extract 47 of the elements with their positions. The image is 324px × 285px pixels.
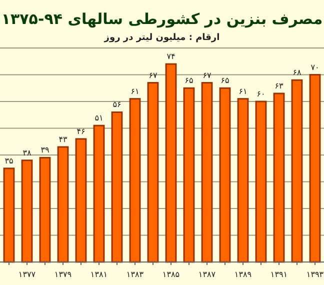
data-label: ۶۷ [148, 70, 158, 80]
bar [21, 160, 33, 263]
data-label: ۶۰ [256, 90, 266, 98]
bar [3, 168, 15, 263]
chart-subtitle: ارقام : میلیون لیتر در روز [103, 33, 220, 43]
x-tick-label: ۱۳۸۷ [198, 270, 216, 279]
x-tick-label: ۱۳۸۳ [126, 270, 144, 279]
x-tick-label: ۱۳۸۹ [234, 270, 252, 279]
bar [309, 74, 321, 263]
bar [93, 124, 105, 263]
data-label: ۵۱ [94, 114, 104, 123]
bar [39, 156, 51, 263]
data-label: ۶۳ [274, 81, 284, 90]
bar [111, 111, 123, 263]
data-label: ۶۵ [184, 76, 194, 86]
bar [201, 82, 213, 263]
x-tick-label: ۱۳۷۹ [54, 270, 72, 279]
bar [57, 146, 69, 263]
bar [129, 98, 141, 263]
data-label: ۵۶ [112, 100, 122, 110]
bar [219, 87, 231, 263]
data-label: ۷۴ [166, 52, 176, 62]
x-tick-label: ۱۳۹۱ [270, 270, 288, 279]
data-label: ۳۸ [22, 148, 32, 158]
x-tick-label: ۱۳۸۱ [90, 270, 108, 279]
data-label: ۶۵ [220, 76, 230, 86]
bar [291, 79, 303, 263]
x-tick-label: ۱۳۹۳ [306, 270, 324, 279]
bar [165, 63, 177, 263]
data-label: ۶۱ [238, 86, 248, 96]
bar [75, 138, 87, 263]
x-tick-label: ۱۳۷۷ [18, 270, 36, 279]
data-label: ۳۹ [40, 146, 50, 155]
data-label: ۶۱ [130, 86, 140, 96]
x-tick-label: ۱۳۸۵ [162, 270, 180, 279]
data-label: ۶۷ [202, 70, 212, 80]
data-label: ۴۳ [58, 134, 68, 144]
chart-title: مصرف بنزین در کشورطی سالهای ۹۴-۱۳۷۵ [1, 10, 323, 28]
data-label: ۳۵ [4, 156, 14, 166]
data-label: ۴۶ [76, 126, 86, 136]
bar [237, 98, 249, 263]
bar [183, 87, 195, 263]
bar [147, 82, 159, 263]
data-label: ۶۸ [292, 68, 302, 78]
data-label: ۷۰ [310, 62, 320, 72]
bar [273, 92, 285, 263]
bar [255, 100, 267, 263]
